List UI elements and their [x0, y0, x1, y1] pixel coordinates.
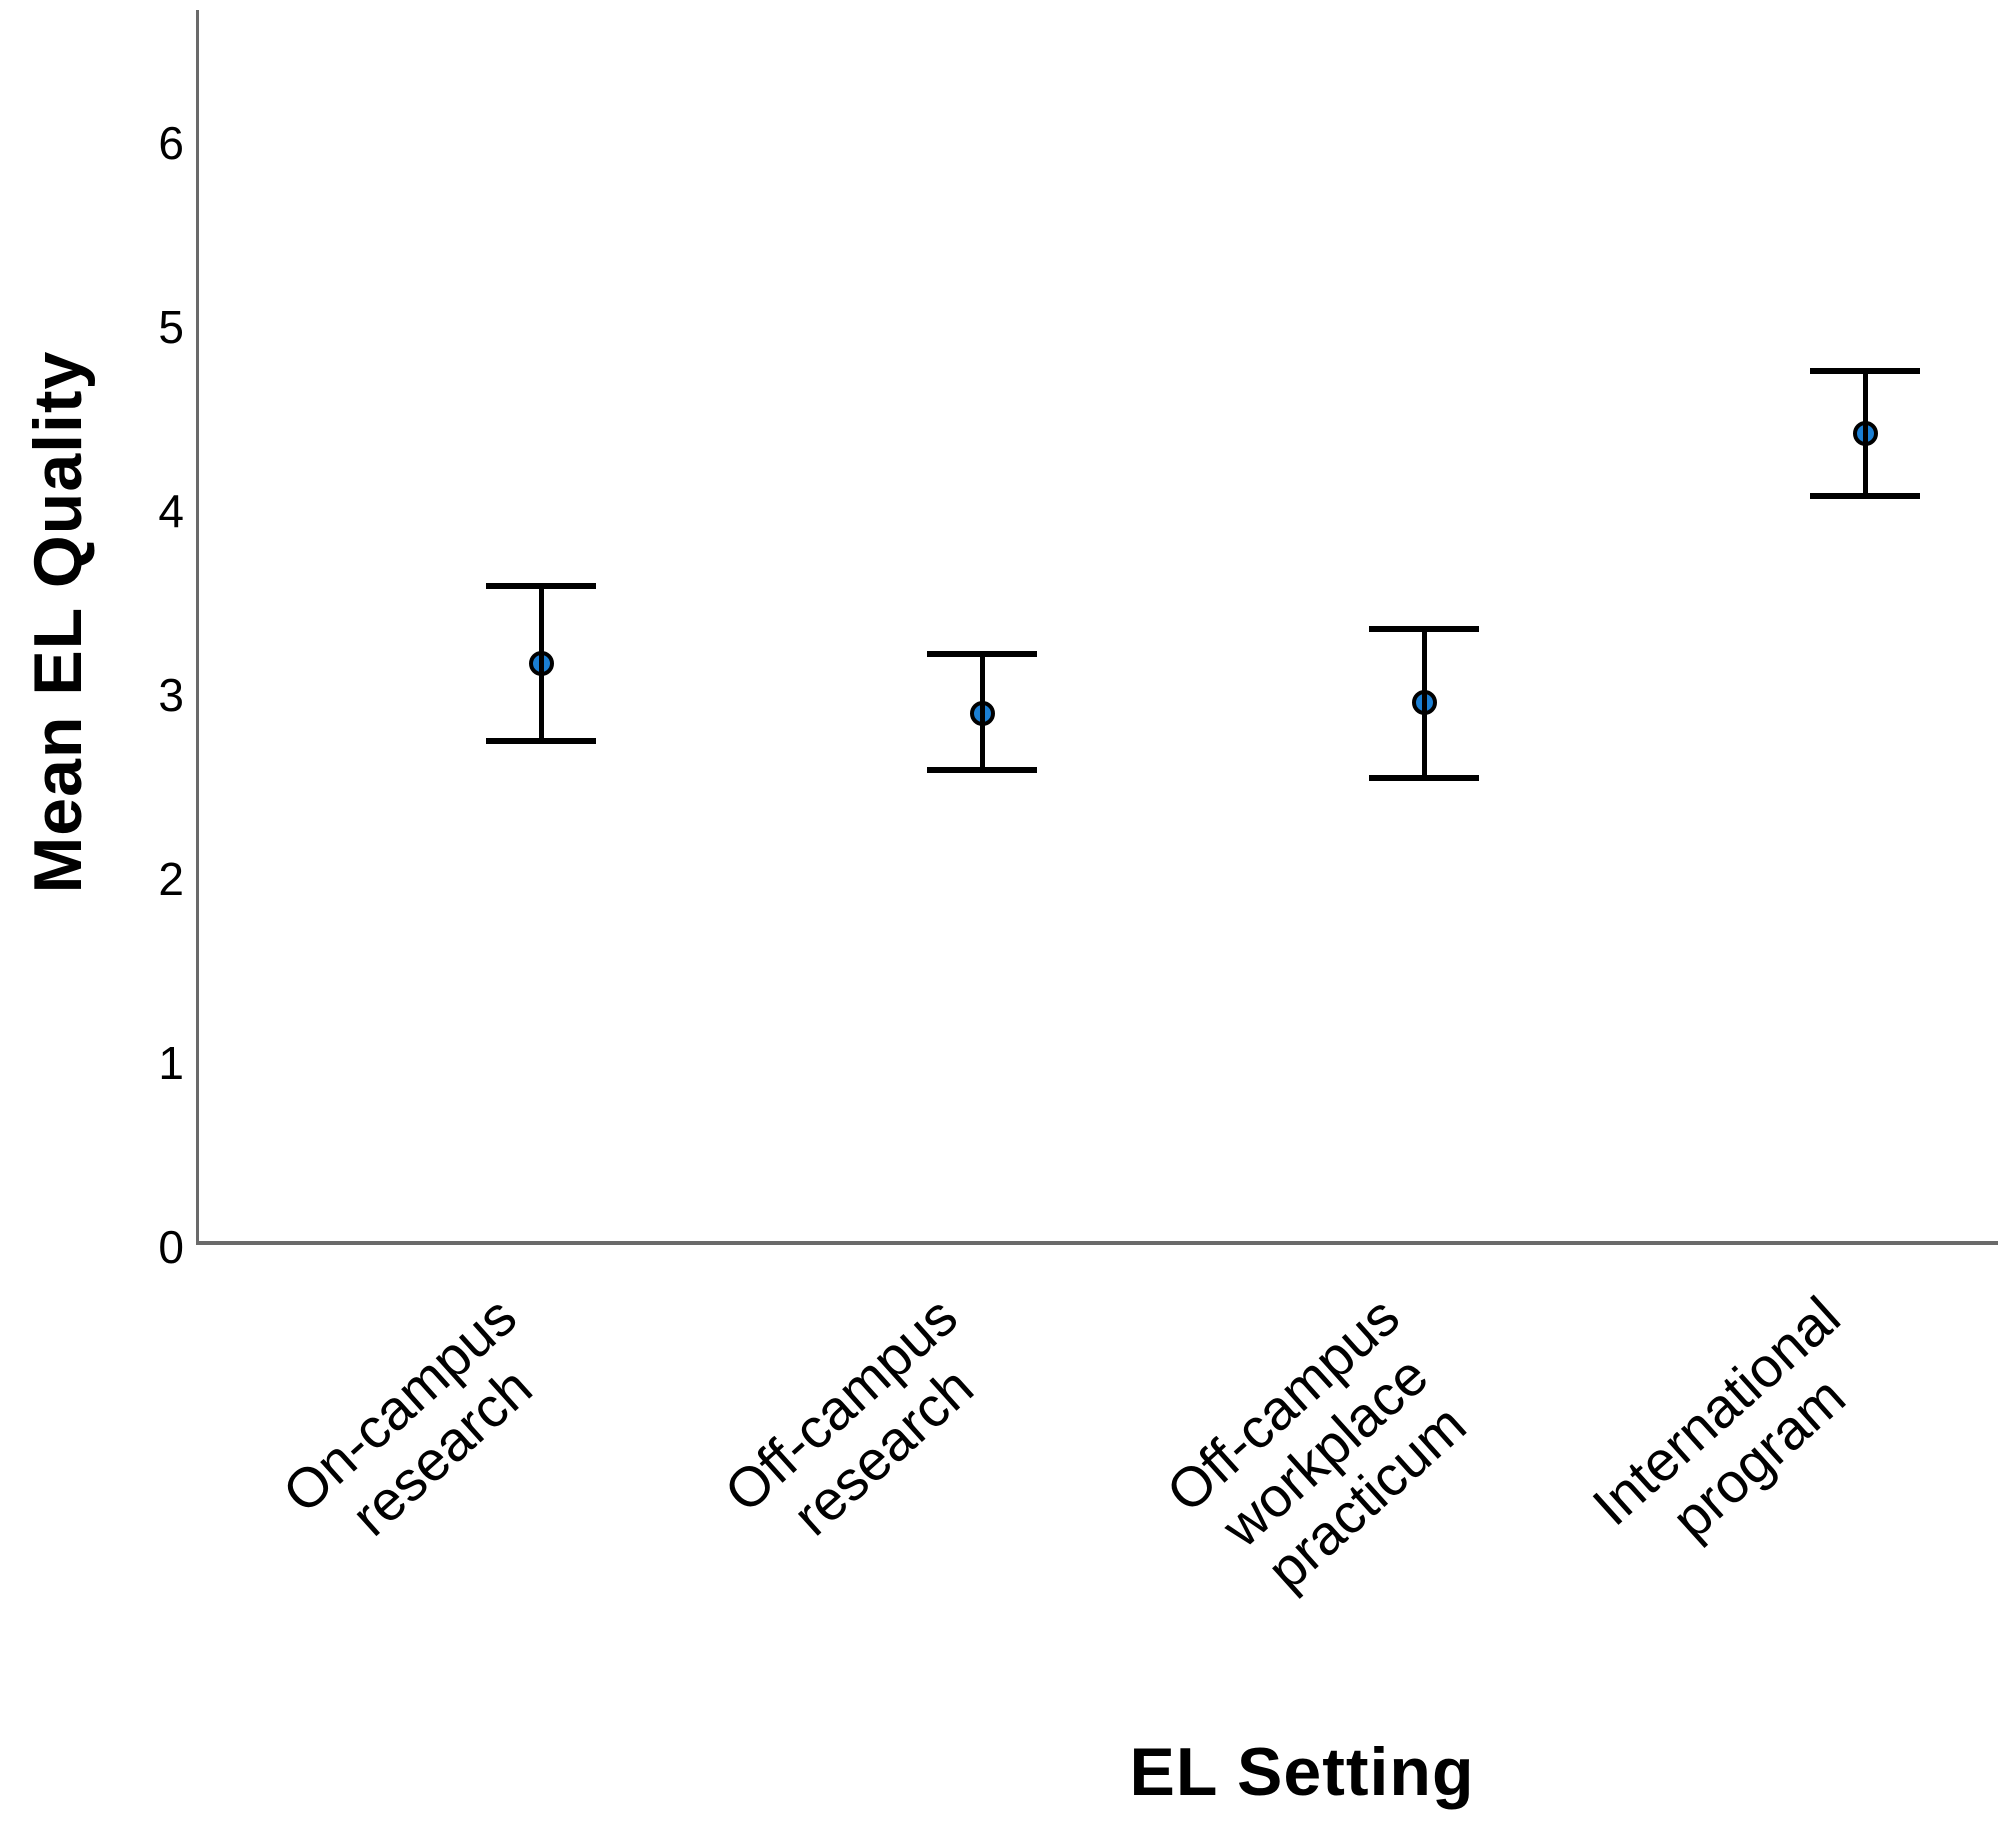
error-bar-line: [538, 586, 544, 741]
x-category-label: On-campus research: [270, 1284, 543, 1548]
y-tick-label: 4: [158, 485, 184, 537]
x-category-label: Off-campus workplace practicum: [1154, 1284, 1478, 1602]
y-tick-label: 3: [158, 669, 184, 721]
error-bar-cap-bottom: [1810, 493, 1920, 500]
error-bar-line: [979, 654, 985, 771]
y-axis-line: [196, 10, 199, 1243]
y-tick-label: 5: [158, 301, 184, 353]
y-tick-label: 1: [158, 1037, 184, 1089]
y-tick-label: 2: [158, 853, 184, 905]
y-axis-title: Mean EL Quality: [20, 350, 96, 894]
y-tick-label: 6: [158, 117, 184, 169]
x-category-label: Off-campus research: [712, 1284, 985, 1548]
error-bar-cap-bottom: [927, 767, 1037, 774]
error-bar-cap-bottom: [486, 737, 596, 744]
x-axis-title: EL Setting: [1129, 1734, 1475, 1810]
error-bar-line: [1421, 628, 1427, 778]
error-bar-cap-bottom: [1369, 774, 1479, 781]
x-axis-line: [196, 1241, 1998, 1245]
x-category-label: International program: [1580, 1284, 1857, 1551]
error-bar-line: [1862, 371, 1868, 497]
y-tick-label: 0: [158, 1221, 184, 1273]
